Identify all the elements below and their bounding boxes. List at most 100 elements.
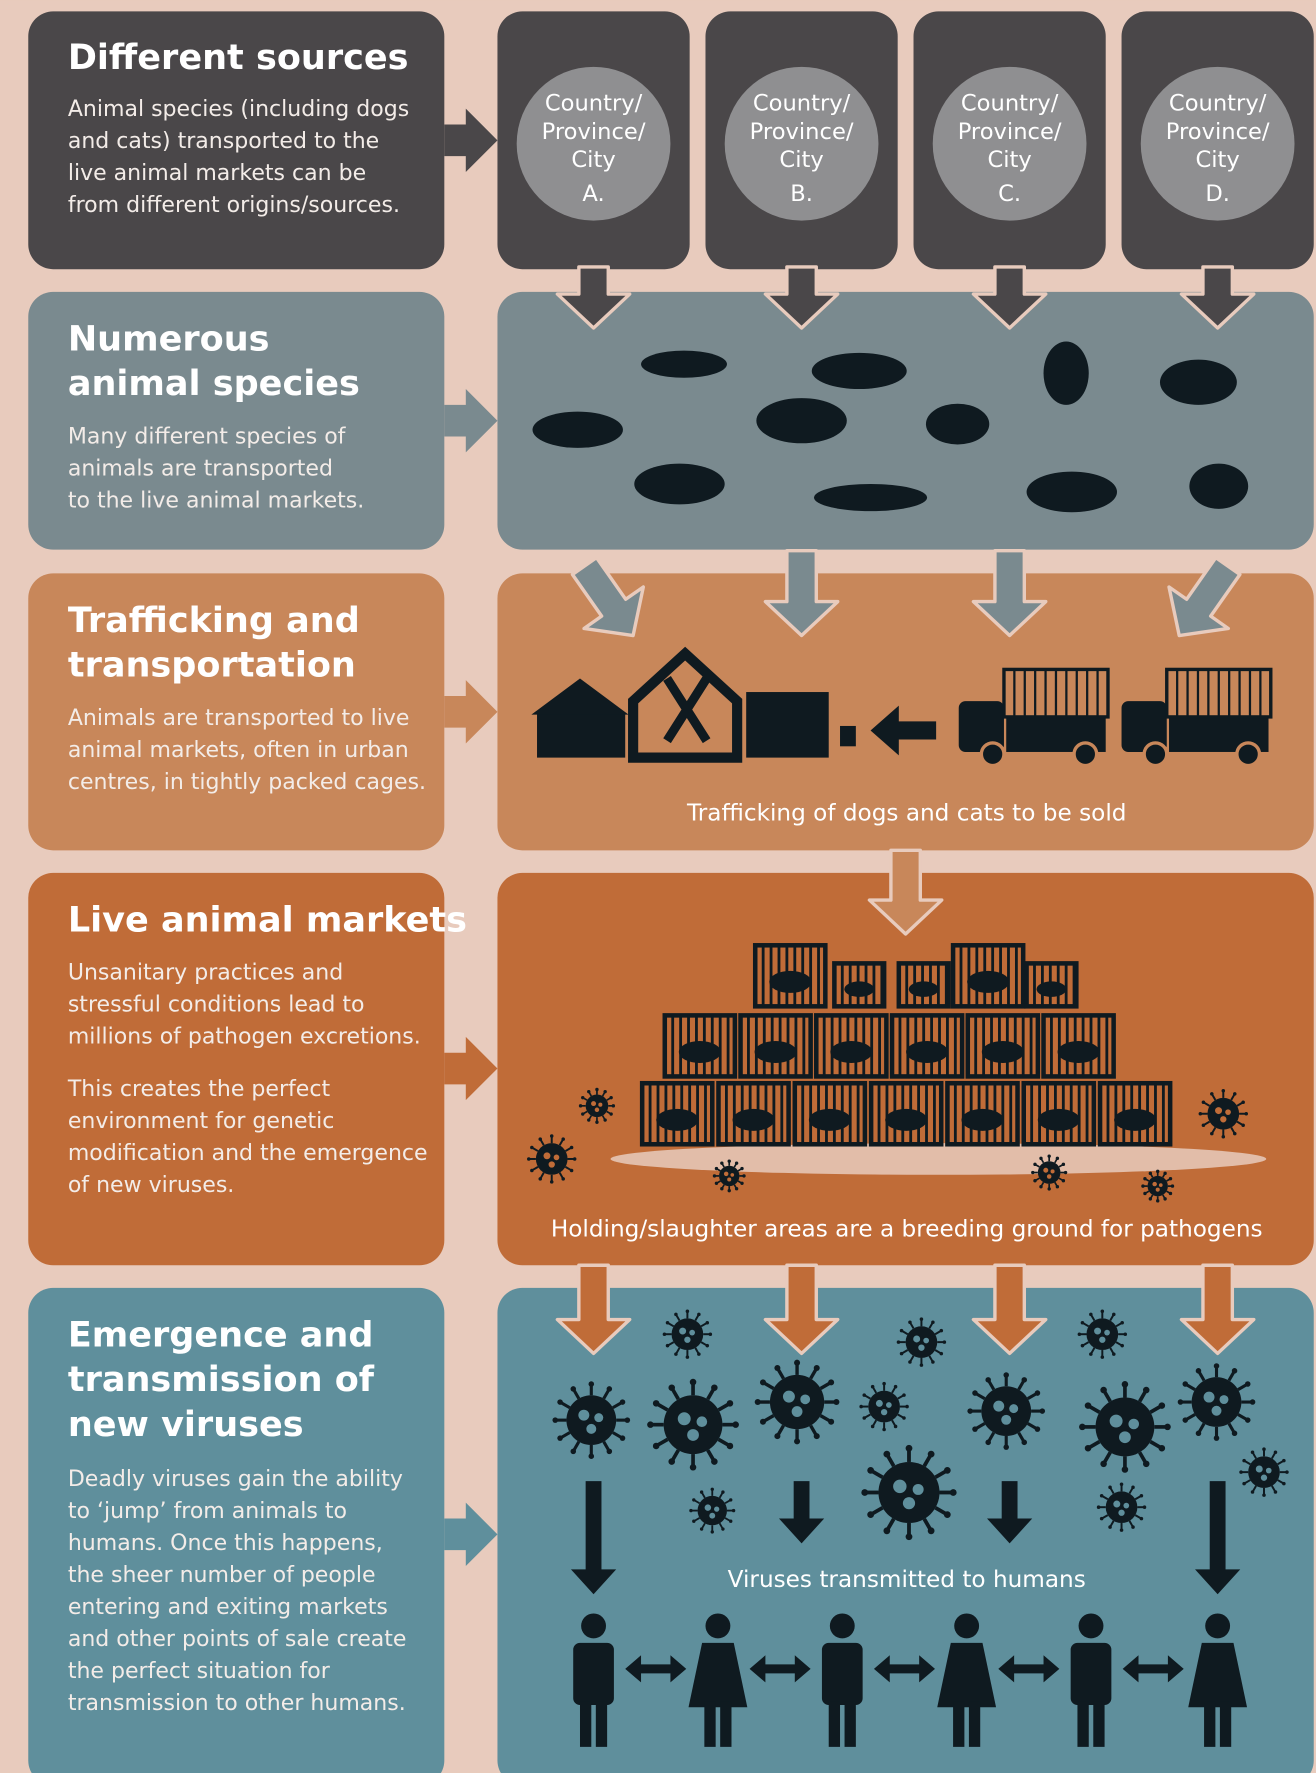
source-label: Province/ bbox=[750, 119, 854, 145]
virus-body bbox=[1106, 1491, 1138, 1523]
virus-spot bbox=[1043, 1168, 1048, 1173]
source-label: City bbox=[571, 147, 615, 173]
virus-spot bbox=[1266, 1468, 1272, 1474]
virus-spot bbox=[1256, 1465, 1263, 1472]
virus-tip bbox=[1159, 1445, 1166, 1452]
virus-tip bbox=[1089, 1313, 1093, 1317]
virus-spot bbox=[705, 1504, 711, 1510]
person-head bbox=[581, 1613, 606, 1638]
virus-spot bbox=[1123, 1503, 1129, 1509]
virus-tip bbox=[589, 1453, 595, 1459]
virus-tip bbox=[828, 1419, 834, 1425]
row-description: and other points of sale create bbox=[68, 1627, 407, 1652]
row-description: from different origins/sources. bbox=[68, 193, 400, 218]
virus-tip bbox=[732, 1421, 739, 1428]
virus-tip bbox=[607, 1386, 613, 1392]
caged-animal bbox=[679, 1041, 721, 1063]
virus-body bbox=[1096, 1398, 1155, 1457]
caged-animal bbox=[656, 1109, 698, 1131]
virus-tip bbox=[620, 1399, 626, 1405]
virus-spot bbox=[1220, 1116, 1226, 1122]
virus-tip bbox=[867, 1467, 874, 1474]
virus-tip bbox=[1242, 1482, 1246, 1486]
person-leg bbox=[829, 1702, 840, 1747]
virus-body bbox=[566, 1395, 616, 1445]
virus-spot bbox=[1113, 1501, 1120, 1508]
virus-spot bbox=[678, 1412, 691, 1425]
virus-tip bbox=[1079, 1424, 1086, 1431]
wheel bbox=[981, 743, 1004, 766]
virus-spot bbox=[689, 1330, 695, 1336]
caged-animal bbox=[844, 981, 874, 996]
row-description: stressful conditions lead to bbox=[68, 993, 365, 1018]
caged-animal bbox=[755, 1041, 797, 1063]
virus-spot bbox=[554, 1155, 560, 1161]
virus-tip bbox=[871, 1385, 875, 1389]
virus-tip bbox=[609, 1096, 612, 1099]
person-leg bbox=[1093, 1702, 1104, 1747]
virus-body bbox=[719, 1166, 739, 1186]
virus-tip bbox=[1097, 1505, 1101, 1509]
caged-animal bbox=[961, 1109, 1003, 1131]
row-title: Trafficking and bbox=[68, 600, 360, 641]
virus-tip bbox=[1143, 1461, 1150, 1468]
virus-tip bbox=[721, 1527, 724, 1530]
virus-tip bbox=[561, 1137, 565, 1141]
virus-tip bbox=[732, 1509, 735, 1512]
virus-tip bbox=[920, 1363, 924, 1367]
caged-animal bbox=[885, 1109, 927, 1131]
source-label: Country/ bbox=[1169, 91, 1267, 117]
virus-spot bbox=[1104, 1330, 1110, 1336]
virus-tip bbox=[1112, 1313, 1116, 1317]
virus-tip bbox=[900, 1329, 904, 1333]
virus-spot bbox=[1110, 1415, 1123, 1428]
virus-tip bbox=[972, 1426, 978, 1432]
virus-tip bbox=[1035, 1426, 1041, 1432]
row-description: centres, in tightly packed cages. bbox=[68, 770, 426, 795]
virus-tip bbox=[603, 1090, 606, 1093]
virus-tip bbox=[905, 1405, 909, 1409]
animal-silhouette bbox=[1027, 472, 1117, 513]
virus-tip bbox=[561, 1177, 565, 1181]
row-description: environment for genetic bbox=[68, 1109, 335, 1134]
person-body bbox=[573, 1643, 614, 1705]
virus-spot bbox=[1094, 1328, 1101, 1335]
virus-tip bbox=[686, 1310, 690, 1314]
virus-tip bbox=[1100, 1461, 1107, 1468]
virus-tip bbox=[1199, 1112, 1203, 1116]
virus-tip bbox=[1244, 1112, 1248, 1116]
virus-tip bbox=[735, 1187, 738, 1190]
virus-tip bbox=[1120, 1482, 1124, 1486]
virus-tip bbox=[727, 1400, 734, 1407]
virus-spot bbox=[1219, 1395, 1228, 1404]
virus-tip bbox=[1081, 1321, 1085, 1325]
virus-tip bbox=[666, 1344, 670, 1348]
virus-spot bbox=[714, 1506, 719, 1511]
virus-tip bbox=[647, 1421, 654, 1428]
source-letter: B. bbox=[790, 181, 813, 207]
row-description: Animal species (including dogs bbox=[68, 97, 409, 122]
virus-spot bbox=[591, 1101, 596, 1106]
virus-tip bbox=[928, 1527, 935, 1534]
virus-spot bbox=[800, 1394, 810, 1404]
virus-tip bbox=[943, 1340, 947, 1344]
virus-tip bbox=[692, 1520, 695, 1523]
animal-silhouette bbox=[1160, 360, 1237, 405]
virus-tip bbox=[944, 1511, 951, 1518]
virus-tip bbox=[663, 1332, 667, 1336]
virus-tip bbox=[814, 1365, 820, 1371]
virus-spot bbox=[1261, 1475, 1267, 1481]
virus-tip bbox=[557, 1435, 563, 1441]
virus-tip bbox=[689, 1509, 692, 1512]
virus-tip bbox=[774, 1433, 780, 1439]
row-title: transportation bbox=[68, 645, 356, 686]
virus-tip bbox=[711, 1384, 718, 1391]
virus-tip bbox=[862, 1393, 866, 1397]
row-title: transmission of bbox=[68, 1359, 375, 1400]
virus-spot bbox=[876, 1400, 883, 1407]
virus-tip bbox=[940, 1352, 944, 1356]
virus-spot bbox=[993, 1401, 1004, 1412]
person-leg bbox=[845, 1702, 856, 1747]
virus-spot bbox=[1009, 1404, 1018, 1413]
virus-body bbox=[1248, 1456, 1280, 1488]
